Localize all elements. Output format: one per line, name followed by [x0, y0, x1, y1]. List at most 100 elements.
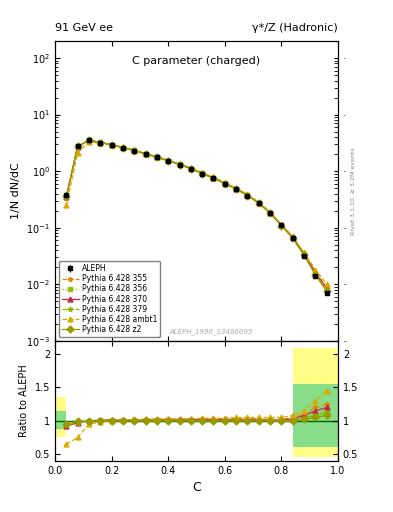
Pythia 6.428 z2: [154, 154, 159, 160]
Pythia 6.428 356: [256, 200, 261, 206]
Pythia 6.428 370: [75, 143, 80, 150]
Pythia 6.428 ambt1: [256, 199, 261, 205]
Pythia 6.428 356: [177, 161, 182, 167]
X-axis label: C: C: [192, 481, 201, 494]
Pythia 6.428 z2: [109, 142, 114, 148]
Pythia 6.428 356: [75, 143, 80, 150]
Pythia 6.428 z2: [121, 144, 125, 151]
Pythia 6.428 370: [279, 222, 284, 228]
Pythia 6.428 355: [256, 200, 261, 206]
Pythia 6.428 356: [143, 151, 148, 157]
Pythia 6.428 ambt1: [234, 185, 239, 191]
Bar: [55, 411, 66, 429]
Pythia 6.428 370: [290, 234, 295, 241]
Y-axis label: Rivet 3.1.10, ≥ 3.2M events: Rivet 3.1.10, ≥ 3.2M events: [351, 147, 356, 234]
Pythia 6.428 ambt1: [222, 180, 227, 186]
Pythia 6.428 356: [234, 186, 239, 192]
Line: Pythia 6.428 379: Pythia 6.428 379: [64, 138, 329, 293]
Pythia 6.428 356: [132, 147, 137, 154]
Pythia 6.428 355: [245, 192, 250, 198]
Pythia 6.428 379: [245, 192, 250, 198]
Pythia 6.428 379: [143, 151, 148, 157]
Pythia 6.428 355: [98, 139, 103, 145]
Pythia 6.428 355: [189, 165, 193, 171]
Pythia 6.428 ambt1: [313, 266, 318, 272]
Pythia 6.428 z2: [189, 166, 193, 172]
Pythia 6.428 370: [245, 192, 250, 198]
Pythia 6.428 356: [279, 222, 284, 228]
Pythia 6.428 355: [64, 194, 69, 200]
Pythia 6.428 370: [154, 154, 159, 160]
Pythia 6.428 356: [302, 251, 307, 258]
Pythia 6.428 356: [245, 192, 250, 198]
Pythia 6.428 z2: [245, 193, 250, 199]
Pythia 6.428 370: [256, 200, 261, 206]
Pythia 6.428 355: [86, 137, 91, 143]
Pythia 6.428 370: [86, 137, 91, 143]
Pythia 6.428 379: [268, 210, 272, 216]
Pythia 6.428 355: [75, 143, 80, 150]
Pythia 6.428 356: [98, 139, 103, 145]
Pythia 6.428 ambt1: [211, 174, 216, 180]
Pythia 6.428 356: [154, 154, 159, 160]
Pythia 6.428 356: [200, 170, 204, 177]
Pythia 6.428 z2: [132, 147, 137, 154]
Pythia 6.428 379: [279, 222, 284, 228]
Pythia 6.428 370: [200, 170, 204, 176]
Pythia 6.428 370: [211, 175, 216, 181]
Pythia 6.428 356: [211, 175, 216, 181]
Pythia 6.428 z2: [75, 143, 80, 149]
Pythia 6.428 z2: [279, 223, 284, 229]
Pythia 6.428 356: [324, 287, 329, 293]
Pythia 6.428 379: [256, 200, 261, 206]
Pythia 6.428 370: [189, 165, 193, 172]
Pythia 6.428 370: [302, 251, 307, 257]
Pythia 6.428 370: [222, 180, 227, 186]
Pythia 6.428 z2: [256, 200, 261, 206]
Pythia 6.428 355: [222, 180, 227, 186]
Pythia 6.428 ambt1: [75, 150, 80, 156]
Pythia 6.428 370: [109, 142, 114, 148]
Pythia 6.428 356: [109, 142, 114, 148]
Legend: ALEPH, Pythia 6.428 355, Pythia 6.428 356, Pythia 6.428 370, Pythia 6.428 379, P: ALEPH, Pythia 6.428 355, Pythia 6.428 35…: [59, 261, 160, 337]
Pythia 6.428 z2: [98, 139, 103, 145]
Line: Pythia 6.428 z2: Pythia 6.428 z2: [64, 138, 329, 293]
Pythia 6.428 356: [86, 137, 91, 143]
Pythia 6.428 355: [132, 147, 137, 153]
Pythia 6.428 355: [279, 222, 284, 228]
Pythia 6.428 ambt1: [98, 140, 103, 146]
Pythia 6.428 ambt1: [64, 202, 69, 208]
Pythia 6.428 370: [177, 161, 182, 167]
Pythia 6.428 370: [132, 147, 137, 154]
Pythia 6.428 356: [313, 271, 318, 277]
Pythia 6.428 z2: [222, 181, 227, 187]
Pythia 6.428 ambt1: [177, 161, 182, 167]
Pythia 6.428 ambt1: [166, 157, 171, 163]
Pythia 6.428 379: [166, 158, 171, 164]
Pythia 6.428 ambt1: [290, 233, 295, 240]
Pythia 6.428 z2: [143, 151, 148, 157]
Pythia 6.428 z2: [166, 158, 171, 164]
Pythia 6.428 355: [200, 170, 204, 176]
Pythia 6.428 370: [313, 269, 318, 275]
Pythia 6.428 ambt1: [268, 209, 272, 215]
Pythia 6.428 370: [64, 194, 69, 200]
Pythia 6.428 356: [189, 165, 193, 172]
Pythia 6.428 356: [290, 234, 295, 241]
Line: Pythia 6.428 356: Pythia 6.428 356: [64, 138, 329, 292]
Pythia 6.428 355: [121, 144, 125, 151]
Pythia 6.428 379: [290, 235, 295, 241]
Pythia 6.428 379: [109, 142, 114, 148]
Bar: [293, 348, 338, 457]
Y-axis label: Ratio to ALEPH: Ratio to ALEPH: [19, 365, 29, 437]
Pythia 6.428 ambt1: [132, 147, 137, 153]
Pythia 6.428 379: [211, 175, 216, 181]
Pythia 6.428 379: [234, 186, 239, 192]
Pythia 6.428 355: [211, 175, 216, 181]
Pythia 6.428 ambt1: [302, 249, 307, 255]
Pythia 6.428 ambt1: [200, 169, 204, 176]
Pythia 6.428 z2: [302, 252, 307, 258]
Pythia 6.428 379: [313, 271, 318, 277]
Pythia 6.428 379: [86, 137, 91, 143]
Pythia 6.428 ambt1: [143, 151, 148, 157]
